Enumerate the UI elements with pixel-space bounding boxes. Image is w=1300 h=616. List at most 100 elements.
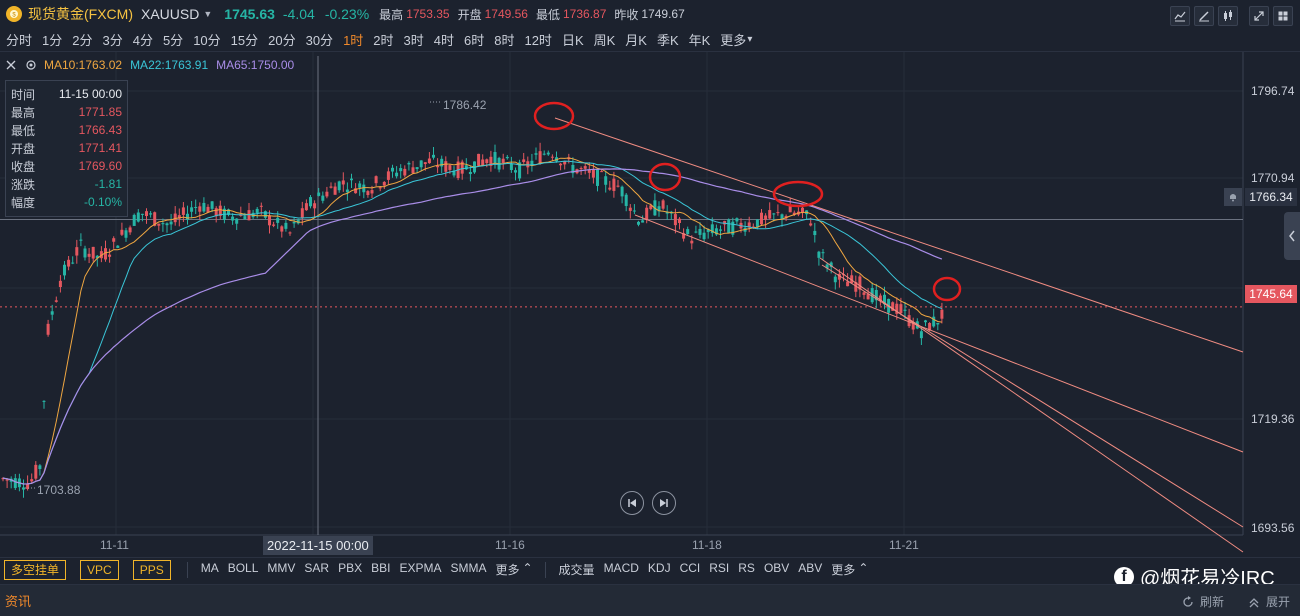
expand-up-icon[interactable] [1248, 596, 1260, 608]
candle-body [481, 159, 485, 166]
gear-icon[interactable] [24, 58, 38, 72]
candle-body [309, 197, 312, 207]
period-tab[interactable]: 日K [561, 32, 584, 48]
period-tab[interactable]: 10分 [193, 32, 221, 48]
candle-body [280, 226, 284, 232]
next-icon[interactable] [652, 491, 676, 515]
gold-coin-icon: $ [6, 6, 22, 22]
period-tab[interactable]: 15分 [230, 32, 259, 48]
period-tab[interactable]: 分时 [6, 32, 33, 48]
chevron-up-icon[interactable]: ⌃ [858, 561, 869, 575]
sub-indicator[interactable]: RS [738, 561, 755, 575]
main-indicator[interactable]: BBI [371, 561, 391, 575]
candle-body [214, 208, 218, 217]
candle-body [821, 252, 825, 254]
candle-body [153, 212, 157, 226]
sub-indicator[interactable]: MACD [603, 561, 639, 575]
period-tab[interactable]: 20分 [268, 32, 296, 48]
period-tab[interactable]: 3分 [102, 32, 123, 48]
sub-indicator[interactable]: OBV [763, 561, 790, 575]
candle-body [378, 187, 382, 189]
expand-button[interactable]: 展开 [1265, 595, 1290, 609]
sub-indicator[interactable]: ABV [798, 561, 823, 575]
candle-body [895, 303, 899, 314]
bell-icon[interactable] [1224, 188, 1242, 206]
ma22-line [2, 160, 943, 485]
settings-icon[interactable] [1273, 6, 1293, 26]
sub-indicator[interactable]: CCI [679, 561, 701, 575]
main-indicator[interactable]: 更多 [495, 563, 520, 577]
refresh-button[interactable]: 刷新 [1199, 595, 1224, 609]
symbol-name[interactable]: 现货黄金(FXCM) [28, 6, 133, 22]
candle-body [637, 221, 640, 225]
period-more-tab[interactable]: 更多 [720, 32, 747, 48]
prev-icon[interactable] [620, 491, 644, 515]
kline-chart[interactable]: 1786.42 1703.88 [0, 52, 1300, 557]
price-axis-label: 1796.74 [1251, 84, 1295, 98]
side-panel-toggle[interactable] [1284, 212, 1300, 260]
period-tab[interactable]: 8时 [494, 32, 515, 48]
candle-body [292, 221, 296, 224]
sub-indicator[interactable]: 成交量 [558, 563, 595, 577]
pps-button[interactable]: PPS [132, 559, 171, 580]
annotation-circle [533, 101, 575, 131]
sub-indicator-list: 成交量 MACD KDJ CCI RSI RS OBV ABV 更多 ⌃ [550, 561, 869, 578]
chevron-down-icon[interactable]: ▾ [747, 33, 753, 45]
period-tab[interactable]: 3时 [403, 32, 424, 48]
main-indicator[interactable]: SMMA [450, 561, 487, 575]
period-tab[interactable]: 1分 [42, 32, 63, 48]
news-title[interactable]: 资讯 [5, 594, 32, 609]
high-value: 1753.35 [406, 7, 450, 21]
candle-body [874, 289, 878, 301]
candle-body [415, 167, 419, 170]
period-tab[interactable]: 周K [593, 32, 616, 48]
candle-body [858, 276, 862, 290]
period-tab[interactable]: 月K [625, 32, 647, 48]
refresh-icon[interactable] [1182, 595, 1194, 608]
indicator-icon[interactable] [1170, 6, 1190, 26]
symbol-code[interactable]: XAUUSD [141, 6, 200, 22]
annotation-circle [772, 180, 824, 208]
sub-indicator[interactable]: 更多 [831, 563, 856, 577]
main-indicator[interactable]: MMV [267, 561, 296, 575]
sub-indicator[interactable]: RSI [709, 561, 730, 575]
chevron-up-icon[interactable]: ⌃ [522, 561, 533, 575]
candle-body [145, 211, 148, 217]
period-tab[interactable]: 4分 [132, 32, 153, 48]
toolbar-right-group [1245, 6, 1293, 26]
candle-body [120, 229, 124, 235]
main-indicator[interactable]: EXPMA [399, 561, 442, 575]
period-tab[interactable]: 1时 [343, 32, 364, 48]
period-tab[interactable]: 6时 [464, 32, 485, 48]
main-indicator[interactable]: SAR [304, 561, 330, 575]
kline-canvas[interactable]: 1786.42 1703.88 [0, 52, 1300, 557]
period-tab[interactable]: 4时 [433, 32, 454, 48]
close-icon[interactable] [4, 58, 18, 72]
long-short-orders-button[interactable]: 多空挂单 [4, 559, 67, 580]
period-tab[interactable]: 2分 [72, 32, 93, 48]
draw-icon[interactable] [1194, 6, 1214, 26]
candle-body [448, 165, 452, 170]
candle-body [243, 216, 247, 220]
period-tab[interactable]: 2时 [373, 32, 394, 48]
candle-body [95, 255, 99, 259]
candle-body [727, 219, 731, 233]
expand-icon[interactable] [1249, 6, 1269, 26]
ma22-value: MA22:1763.91 [130, 58, 209, 72]
symbol-dropdown-icon[interactable]: ▼ [203, 9, 213, 19]
period-tab[interactable]: 年K [688, 32, 711, 48]
main-indicator[interactable]: PBX [338, 561, 363, 575]
candle-body [755, 219, 759, 228]
candle-body [673, 214, 677, 226]
vpc-button[interactable]: VPC [80, 559, 119, 580]
period-tab[interactable]: 12时 [524, 32, 552, 48]
sub-indicator[interactable]: KDJ [647, 561, 671, 575]
period-tab[interactable]: 季K [656, 32, 679, 48]
candle-body [723, 221, 727, 225]
high-label: 最高 [379, 7, 404, 22]
period-tab[interactable]: 5分 [162, 32, 184, 48]
main-indicator[interactable]: BOLL [227, 561, 259, 575]
candle-icon[interactable] [1218, 6, 1238, 26]
period-tab[interactable]: 30分 [305, 32, 334, 48]
main-indicator[interactable]: MA [200, 561, 219, 575]
